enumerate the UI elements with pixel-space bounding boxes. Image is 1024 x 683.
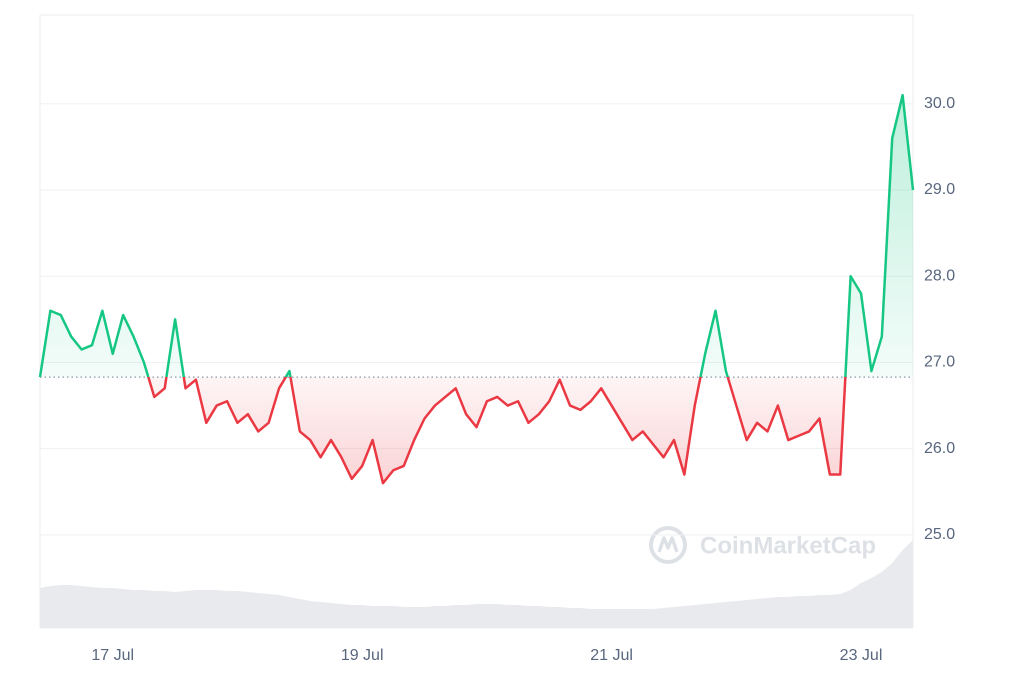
watermark-text: CoinMarketCap	[700, 532, 876, 559]
y-tick-label: 25.0	[924, 526, 955, 543]
y-tick-label: 29.0	[924, 181, 955, 198]
y-tick-label: 26.0	[924, 440, 955, 457]
volume-area	[40, 540, 913, 628]
x-tick-label: 23 Jul	[840, 647, 883, 664]
x-tick-label: 19 Jul	[341, 647, 384, 664]
y-tick-label: 28.0	[924, 267, 955, 284]
x-tick-label: 17 Jul	[91, 647, 134, 664]
price-line	[38, 93, 915, 485]
y-tick-label: 27.0	[924, 354, 955, 371]
x-tick-label: 21 Jul	[590, 647, 633, 664]
price-area	[40, 95, 913, 484]
watermark: CoinMarketCap	[649, 526, 876, 564]
y-tick-label: 30.0	[924, 95, 955, 112]
